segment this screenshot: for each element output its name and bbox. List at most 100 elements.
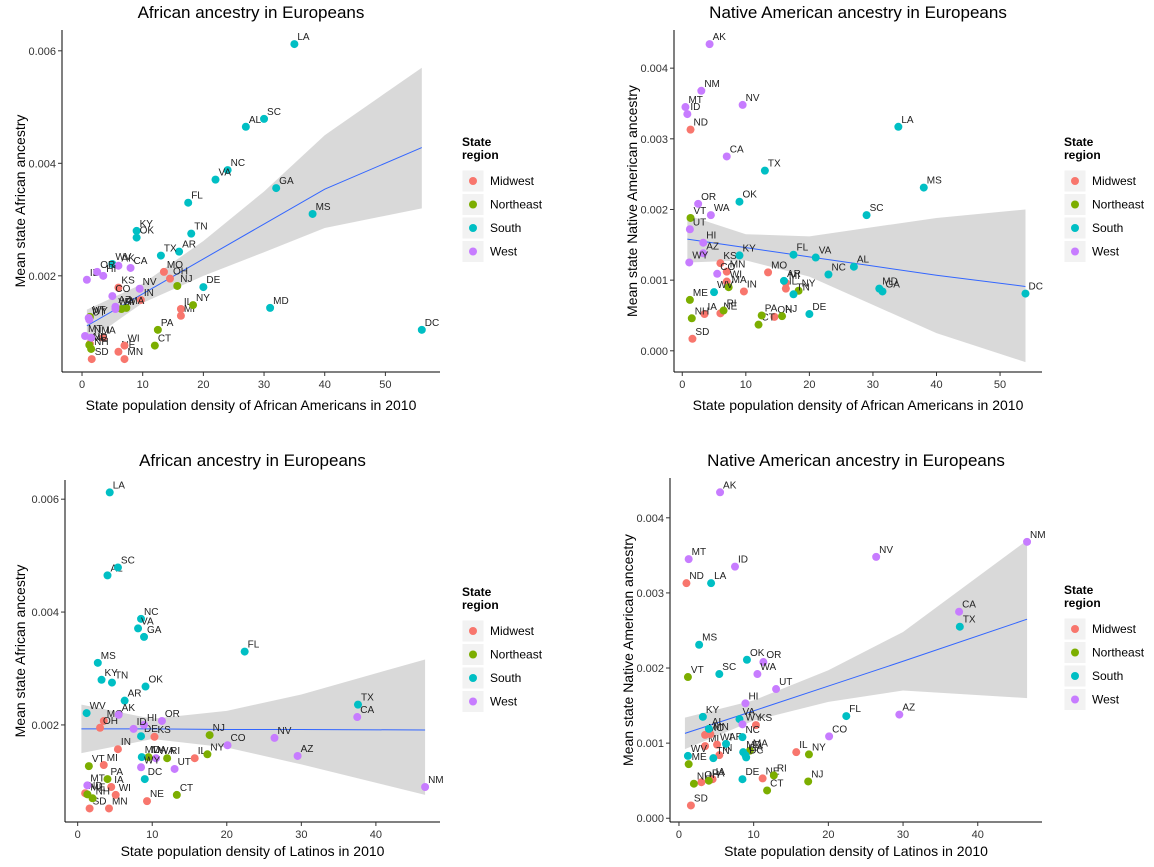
point-label: PA bbox=[161, 318, 174, 329]
x-tick-label: 10 bbox=[748, 829, 760, 841]
point bbox=[1023, 537, 1032, 546]
point bbox=[266, 303, 275, 312]
point bbox=[713, 740, 722, 749]
point-label: LA bbox=[113, 480, 126, 491]
legend-title: State region bbox=[462, 585, 499, 612]
point bbox=[114, 347, 123, 356]
point bbox=[875, 284, 884, 293]
point bbox=[137, 614, 146, 623]
point-label: SC bbox=[870, 203, 884, 214]
point-label: CA bbox=[730, 144, 744, 155]
point bbox=[114, 710, 123, 719]
point-label: AK bbox=[122, 703, 136, 714]
x-tick-label: 10 bbox=[137, 379, 149, 391]
point-label: IN bbox=[121, 737, 131, 748]
point-label: NV bbox=[879, 545, 893, 556]
fit-line bbox=[684, 618, 1028, 734]
chart-title: Native American ancestry in Europeans bbox=[709, 3, 1007, 22]
point bbox=[682, 579, 691, 588]
panel: Native American ancestry in Europeans Sta… bbox=[624, 3, 1145, 413]
point-label: HI bbox=[706, 231, 716, 242]
point bbox=[113, 563, 122, 572]
point-label: OH bbox=[704, 770, 719, 781]
point bbox=[173, 281, 182, 290]
point bbox=[686, 801, 695, 810]
point bbox=[683, 673, 692, 682]
x-tick-label: 30 bbox=[295, 829, 307, 841]
point-label: VT bbox=[694, 206, 707, 217]
point-label: VT bbox=[92, 754, 105, 765]
point-label: IA bbox=[114, 775, 124, 786]
confidence-band bbox=[684, 540, 1028, 750]
point-label: VT bbox=[691, 665, 704, 676]
point-label: ID bbox=[690, 102, 700, 113]
y-tick-label: 0.006 bbox=[28, 46, 56, 58]
point bbox=[353, 700, 362, 709]
point-label: KY bbox=[742, 243, 756, 254]
point bbox=[84, 314, 93, 322]
point bbox=[203, 750, 212, 759]
point bbox=[140, 632, 149, 641]
point bbox=[735, 251, 744, 260]
point-label: NM bbox=[94, 326, 110, 337]
point bbox=[87, 355, 96, 364]
y-axis-label: Mean state African ancestry bbox=[12, 115, 28, 288]
point bbox=[143, 797, 152, 806]
legend-title: State region bbox=[462, 135, 499, 162]
point bbox=[849, 262, 858, 271]
point-label: CT bbox=[770, 778, 783, 789]
point bbox=[739, 287, 748, 296]
y-tick-label: 0.003 bbox=[636, 588, 664, 600]
y-tick-label: 0.004 bbox=[31, 607, 59, 619]
point bbox=[151, 754, 160, 763]
point bbox=[862, 211, 871, 220]
point-label: MT bbox=[688, 95, 702, 106]
point bbox=[842, 712, 851, 721]
confidence-band bbox=[86, 67, 422, 343]
point-label: OH bbox=[173, 267, 188, 278]
point-label: WV bbox=[691, 744, 707, 755]
point bbox=[84, 762, 93, 771]
point-label: NC bbox=[745, 725, 759, 736]
point-label: NH bbox=[96, 786, 110, 797]
point bbox=[157, 716, 166, 725]
point-label: GA bbox=[279, 176, 294, 187]
point bbox=[421, 783, 430, 792]
y-axis-label: Mean state African ancestry bbox=[12, 565, 28, 738]
point bbox=[825, 732, 834, 741]
point-label: RI bbox=[727, 299, 737, 310]
point bbox=[700, 310, 709, 319]
point-label: HI bbox=[748, 691, 758, 702]
point bbox=[99, 333, 108, 342]
point-label: IA bbox=[708, 302, 718, 313]
point bbox=[789, 250, 798, 259]
point-label: NE bbox=[150, 789, 164, 800]
point-label: AZ bbox=[301, 744, 314, 755]
point bbox=[97, 675, 106, 684]
point bbox=[781, 284, 790, 293]
x-tick-label: 40 bbox=[972, 829, 984, 841]
legend-label: West bbox=[490, 245, 518, 259]
point-label: WV bbox=[717, 280, 733, 291]
point bbox=[805, 310, 814, 319]
point-label: HI bbox=[106, 264, 116, 275]
legend-swatch bbox=[469, 177, 477, 185]
point-label: MI bbox=[708, 734, 719, 745]
point-label: DE bbox=[745, 767, 759, 778]
point bbox=[955, 622, 964, 631]
point bbox=[114, 261, 123, 270]
point-label: OK bbox=[149, 675, 164, 686]
point-label: NJ bbox=[180, 274, 192, 285]
x-tick-label: 40 bbox=[930, 379, 942, 391]
point bbox=[710, 288, 719, 297]
point-label: SC bbox=[722, 662, 736, 673]
point-label: SD bbox=[95, 347, 109, 358]
legend-swatch bbox=[1071, 695, 1079, 704]
point-label: KY bbox=[105, 668, 119, 679]
legend-title: State region bbox=[1064, 583, 1101, 610]
point-label: IA bbox=[716, 767, 726, 778]
point-label: OR bbox=[766, 650, 781, 661]
point bbox=[738, 720, 747, 729]
point-label: OR bbox=[165, 709, 180, 720]
point-label: DC bbox=[1028, 282, 1042, 293]
